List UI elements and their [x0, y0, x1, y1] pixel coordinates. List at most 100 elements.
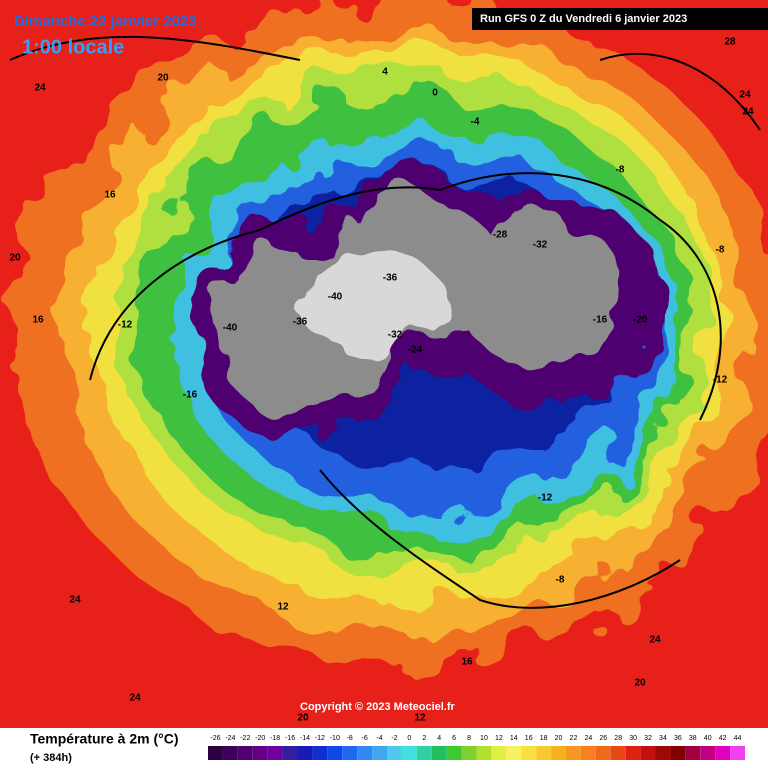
map-label: -8	[556, 575, 565, 586]
scale-cell	[222, 746, 238, 760]
map-label: 24	[649, 635, 661, 646]
scale-tick-label: -4	[376, 735, 382, 742]
map-date: Dimanche 22 janvier 2023	[14, 13, 197, 30]
map-label: 20	[634, 678, 646, 689]
scale-tick-label: 42	[719, 735, 727, 742]
scale-cell	[237, 746, 253, 760]
scale-tick-label: -10	[330, 735, 340, 742]
map-label: -40	[223, 323, 238, 334]
map-label: 24	[34, 83, 46, 94]
color-scale: -26 -24 -22 -20 -18 -16 -14 -12 -10 -8 -6 -4 -2 0 2 4 6 8…	[208, 735, 745, 760]
scale-tick-label: -22	[240, 735, 250, 742]
scale-tick-label: -12	[315, 735, 325, 742]
map-label: 16	[32, 315, 44, 326]
run-info: Run GFS 0 Z du Vendredi 6 janvier 2023	[480, 13, 687, 25]
scale-cell	[715, 746, 731, 760]
scale-cell	[342, 746, 358, 760]
scale-tick-label: 44	[734, 735, 742, 742]
scale-tick-label: 0	[407, 735, 411, 742]
scale-cell	[566, 746, 581, 760]
scale-tick-label: -2	[391, 735, 397, 742]
map-label: 20	[297, 713, 309, 724]
scale-cell	[580, 746, 596, 760]
map-label: 20	[157, 73, 169, 84]
local-time: 1:00 locale	[22, 36, 124, 58]
scale-tick-label: 16	[525, 735, 533, 742]
scale-cell	[655, 746, 671, 760]
map-label: -32	[388, 330, 403, 341]
scale-cell	[446, 746, 462, 760]
scale-tick-label: 2	[422, 735, 426, 742]
scale-cell	[282, 746, 298, 760]
scale-cell	[491, 746, 507, 760]
map-label: -8	[716, 245, 725, 256]
scale-tick-label: -18	[270, 735, 280, 742]
scale-cell	[551, 746, 566, 760]
map-label: -36	[383, 273, 398, 284]
scale-cell	[431, 746, 447, 760]
temperature-field	[15, 0, 768, 665]
map-label: 20	[9, 253, 21, 264]
scale-cell	[208, 746, 223, 760]
map-label: -20	[633, 315, 648, 326]
map-label: -16	[593, 315, 608, 326]
scale-cell	[327, 746, 343, 760]
coastlines	[9, 35, 761, 609]
scale-cell	[700, 746, 716, 760]
scale-cell	[670, 746, 686, 760]
scale-cell	[357, 746, 373, 760]
copyright: Copyright © 2023 Meteociel.fr	[300, 701, 456, 713]
map-label: -24	[408, 345, 423, 356]
scale-cell	[297, 746, 313, 760]
map-label: -28	[493, 230, 508, 241]
run-box	[472, 8, 768, 30]
scale-cell	[267, 746, 283, 760]
scale-cell	[401, 746, 417, 760]
scale-tick-label: 38	[689, 735, 697, 742]
scale-tick-label: -26	[210, 735, 220, 742]
map-label: 24	[739, 90, 751, 101]
map-label: -12	[538, 493, 553, 504]
legend-lead: (+ 384h)	[30, 752, 72, 764]
map-label: 12	[277, 602, 289, 613]
scale-tick-label: 10	[480, 735, 488, 742]
scale-cell	[521, 746, 537, 760]
scale-tick-label: -14	[300, 735, 310, 742]
map-label: -32	[533, 240, 548, 251]
scale-tick-label: 6	[452, 735, 456, 742]
scale-tick-label: 28	[614, 735, 622, 742]
scale-cell	[595, 746, 611, 760]
map-label: 24	[742, 107, 754, 118]
scale-cell	[625, 746, 641, 760]
scale-cell	[387, 746, 402, 760]
legend-title: Température à 2m (°C)	[30, 731, 179, 747]
scale-tick-label: 36	[674, 735, 682, 742]
scale-tick-label: 34	[659, 735, 667, 742]
scale-tick-label: -24	[225, 735, 235, 742]
scale-tick-label: 30	[629, 735, 637, 742]
scale-cell	[730, 746, 745, 760]
scale-cell	[252, 746, 268, 760]
map-label: -40	[328, 292, 343, 303]
scale-tick-label: -6	[362, 735, 368, 742]
scale-cell	[610, 746, 626, 760]
scale-cell	[506, 746, 522, 760]
scale-cell	[536, 746, 552, 760]
scale-tick-label: 22	[570, 735, 578, 742]
scale-cell	[416, 746, 432, 760]
scale-tick-label: -16	[285, 735, 295, 742]
scale-tick-label: 14	[510, 735, 518, 742]
scale-tick-label: 40	[704, 735, 712, 742]
map-label: 16	[461, 657, 473, 668]
scale-tick-label: 8	[467, 735, 471, 742]
scale-cell	[685, 746, 701, 760]
scale-tick-label: 24	[584, 735, 592, 742]
scale-tick-label: 26	[599, 735, 607, 742]
scale-tick-label: -8	[347, 735, 353, 742]
scale-tick-label: -20	[255, 735, 265, 742]
map-label: 28	[724, 37, 736, 48]
map-label: -12	[118, 320, 133, 331]
map-label: 4	[382, 67, 388, 78]
